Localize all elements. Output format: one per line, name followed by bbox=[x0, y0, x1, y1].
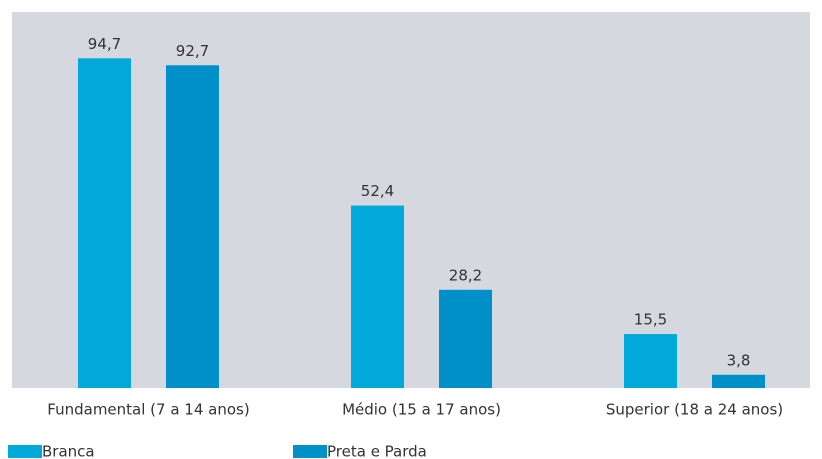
legend-label: Branca bbox=[42, 443, 95, 459]
bar bbox=[351, 205, 404, 388]
legend-label: Preta e Parda bbox=[327, 443, 427, 459]
x-tick-label: Médio (15 a 17 anos) bbox=[342, 401, 501, 419]
data-label: 52,4 bbox=[361, 182, 394, 200]
legend-swatch bbox=[293, 445, 327, 458]
data-label: 92,7 bbox=[176, 42, 209, 60]
data-label: 28,2 bbox=[449, 266, 482, 284]
x-tick-label: Fundamental (7 a 14 anos) bbox=[47, 401, 249, 419]
bar bbox=[439, 289, 492, 388]
bar bbox=[166, 65, 219, 389]
data-label: 3,8 bbox=[727, 351, 751, 369]
legend-swatch bbox=[8, 445, 42, 458]
x-tick-label: Superior (18 a 24 anos) bbox=[606, 401, 783, 419]
bar bbox=[78, 58, 131, 388]
data-label: 94,7 bbox=[88, 35, 121, 53]
plot-area bbox=[12, 12, 810, 388]
bar bbox=[712, 374, 765, 388]
bar bbox=[624, 334, 677, 388]
data-label: 15,5 bbox=[634, 311, 667, 329]
